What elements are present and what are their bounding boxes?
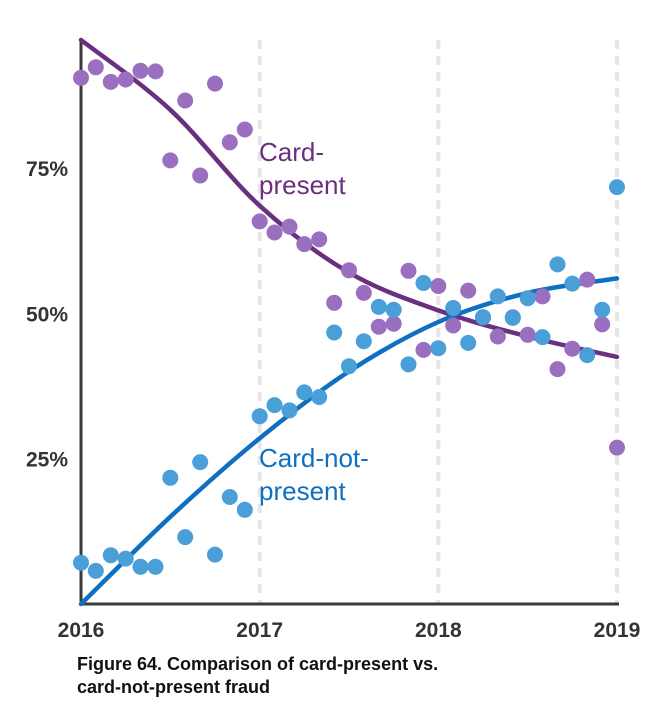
card-not-present-point-8 (192, 454, 209, 471)
card-not-present-point-20 (370, 298, 387, 315)
card-not-present-point-29 (504, 309, 521, 326)
card-not-present-point-17 (326, 324, 343, 341)
card-present-point-13 (266, 224, 283, 241)
card-not-present-point-19 (355, 333, 372, 350)
card-present-point-7 (177, 92, 194, 109)
card-not-present-point-15 (296, 384, 313, 401)
card-present-point-10 (221, 134, 238, 151)
card-present-point-23 (415, 341, 432, 358)
card-present-point-34 (579, 271, 596, 288)
card-not-present-point-10 (221, 489, 238, 505)
card-present-trend-line (78, 37, 620, 360)
card-present-point-1 (87, 59, 104, 76)
card-present-point-31 (534, 288, 551, 305)
card-not-present-point-16 (311, 389, 328, 405)
card-present-series-label-line-1: Card- (259, 137, 324, 167)
card-present-point-21 (385, 315, 402, 332)
axes (79, 40, 619, 606)
card-present-series-label-line-2: present (259, 170, 346, 200)
card-not-present-point-33 (564, 275, 581, 292)
card-present-point-5 (147, 63, 164, 80)
data-points (73, 59, 625, 579)
card-not-present-point-2 (102, 547, 119, 564)
card-not-present-point-0 (73, 554, 89, 571)
card-present-point-16 (311, 231, 328, 248)
labels: 2016 2017 2018 201925%50%75%Card-presentCar… (26, 137, 640, 642)
card-not-present-point-35 (594, 301, 611, 318)
card-not-present-point-4 (132, 558, 149, 575)
y-tick-label-50pct: 50% (26, 303, 68, 326)
card-not-present-point-27 (475, 309, 491, 326)
card-not-present-point-1 (87, 562, 104, 579)
card-not-present-point-3 (117, 550, 134, 567)
card-not-present-point-13 (266, 397, 283, 414)
card-not-present-point-7 (177, 529, 194, 546)
card-present-point-8 (192, 167, 209, 184)
card-present-point-0 (73, 69, 89, 86)
card-not-present-point-24 (430, 340, 447, 357)
caption-line-1: Figure 64. Comparison of card-present vs… (77, 654, 439, 674)
card-present-point-30 (519, 326, 536, 343)
card-present-series-label: Card-present (259, 137, 346, 200)
card-present-point-6 (162, 152, 179, 169)
card-present-point-14 (281, 218, 298, 235)
card-present-point-9 (207, 75, 223, 92)
card-present-point-12 (251, 213, 268, 230)
card-present-point-33 (564, 340, 581, 357)
card-not-present-point-30 (519, 290, 536, 307)
card-not-present-point-25 (445, 300, 462, 316)
x-tick-label-2016: 2016 (58, 619, 105, 642)
card-present-point-11 (236, 121, 253, 138)
card-not-present-point-23 (415, 275, 432, 291)
card-not-present-point-26 (460, 334, 477, 351)
card-not-present-point-21 (385, 301, 402, 318)
card-present-point-36 (609, 439, 625, 456)
card-not-present-point-14 (281, 402, 298, 419)
card-not-present-point-11 (236, 501, 253, 518)
card-present-point-26 (460, 282, 477, 299)
card-present-point-17 (326, 294, 343, 311)
x-tick-label-2018: 2018 (415, 619, 462, 642)
card-not-present-series-label-line-2: present (259, 476, 346, 506)
x-tick-label-2019: 2019 (594, 619, 641, 642)
card-present-point-19 (355, 284, 372, 301)
card-present-point-28 (489, 328, 506, 345)
card-present-point-3 (117, 71, 134, 88)
card-present-point-18 (341, 262, 357, 279)
y-tick-label-75pct: 75% (26, 158, 68, 181)
card-not-present-point-34 (579, 347, 596, 364)
card-not-present-point-5 (147, 558, 164, 575)
card-present-point-20 (370, 318, 387, 335)
card-present-point-32 (549, 361, 566, 378)
card-not-present-point-18 (341, 358, 357, 375)
figure-caption: Figure 64. Comparison of card-present vs… (77, 653, 657, 699)
gridlines (257, 40, 619, 604)
trend-lines (78, 37, 620, 607)
caption-line-2: card-not-present fraud (77, 677, 271, 697)
card-not-present-point-6 (162, 469, 179, 486)
card-not-present-series-label: Card-not-present (259, 443, 369, 506)
y-tick-label-25pct: 25% (26, 449, 68, 472)
card-present-point-22 (400, 262, 417, 279)
x-tick-label-2017: 2017 (236, 619, 283, 642)
card-present-point-4 (132, 62, 149, 79)
fraud-comparison-chart: 2016 2017 2018 201925%50%75%Card-presentCar… (26, 37, 640, 642)
card-not-present-point-32 (549, 256, 566, 273)
card-present-point-15 (296, 236, 313, 253)
card-present-point-24 (430, 278, 447, 294)
card-not-present-series-label-line-1: Card-not- (259, 443, 369, 473)
card-present-point-2 (102, 73, 119, 90)
card-present-point-25 (445, 317, 462, 334)
card-not-present-point-9 (207, 546, 223, 563)
card-not-present-point-28 (489, 288, 506, 305)
card-not-present-point-22 (400, 356, 417, 373)
card-not-present-point-36 (609, 179, 625, 196)
card-present-point-35 (594, 316, 611, 333)
card-not-present-point-31 (534, 329, 551, 346)
card-not-present-trend-line (78, 276, 620, 607)
card-not-present-point-12 (251, 408, 268, 425)
